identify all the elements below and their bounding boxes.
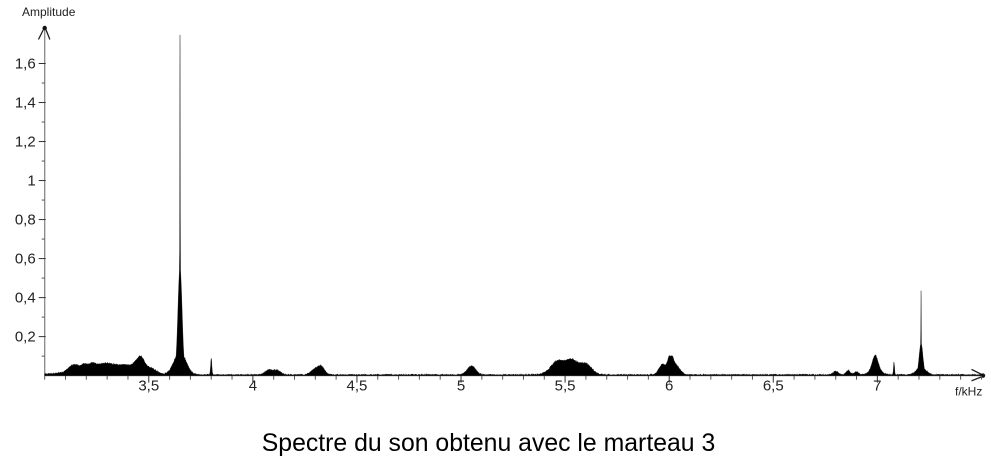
svg-text:0,6: 0,6 [15, 251, 36, 268]
svg-text:7: 7 [873, 378, 881, 395]
svg-text:0,8: 0,8 [15, 212, 36, 229]
svg-text:4,5: 4,5 [347, 378, 368, 395]
svg-text:Amplitude: Amplitude [22, 5, 76, 19]
svg-text:6: 6 [665, 378, 673, 395]
svg-text:1,2: 1,2 [15, 134, 36, 151]
svg-text:1,4: 1,4 [15, 95, 36, 112]
svg-text:5,5: 5,5 [555, 378, 576, 395]
svg-text:5: 5 [457, 378, 465, 395]
svg-text:0,4: 0,4 [15, 290, 36, 307]
svg-text:0,2: 0,2 [15, 329, 36, 346]
svg-text:4: 4 [249, 378, 257, 395]
svg-text:1,6: 1,6 [15, 56, 36, 73]
svg-text:6,5: 6,5 [763, 378, 784, 395]
svg-text:1: 1 [27, 173, 35, 190]
svg-text:f/kHz: f/kHz [955, 385, 982, 399]
svg-text:3,5: 3,5 [138, 378, 159, 395]
